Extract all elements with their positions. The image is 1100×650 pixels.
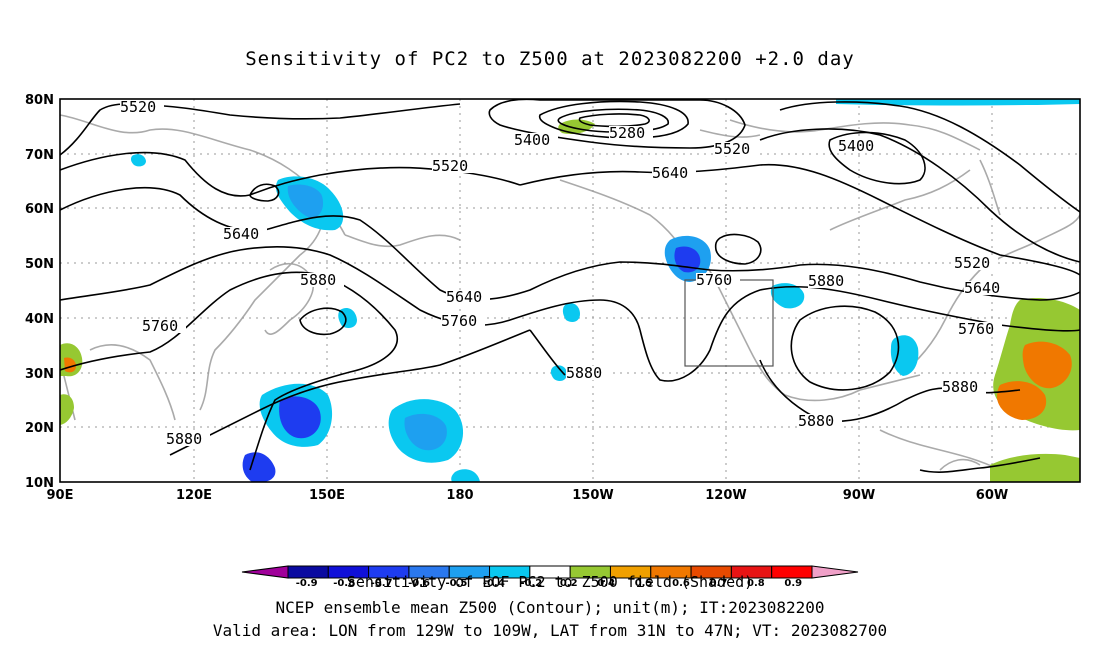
colorbar-tick-label: 0.8 [747,578,765,589]
map-title: Sensitivity of PC2 to Z500 at 2023082200… [245,48,855,70]
colorbar-tick-label: 0.2 [560,578,578,589]
contour-label: 5280 [609,124,645,142]
contour-label: 5760 [696,271,732,289]
colorbar-tick-label: -0.7 [371,578,393,589]
colorbar-tick-label: 0.4 [597,578,615,589]
contour-label: 5640 [223,225,259,243]
contour-label: 5640 [964,279,1000,297]
latitude-labels: 80N 70N 60N 50N 40N 30N 20N 10N [25,93,54,491]
lat-label: 10N [25,476,54,491]
lon-label: 120W [705,488,746,503]
contour-label: 5880 [942,378,978,396]
shading [60,99,1080,483]
lat-label: 50N [25,257,54,272]
contour-label-group: 5520 5400 5280 5520 5400 5520 5640 5640 … [120,98,1008,448]
contour-label: 5520 [120,98,156,116]
contour-note: NCEP ensemble mean Z500 (Contour); unit(… [275,598,825,617]
contour-label: 5520 [954,254,990,272]
lon-label: 180 [446,488,473,503]
colorbar-title: Sensitivity of EOF PC2 to Z500 field (Sh… [346,573,754,591]
colorbar-tick-label: -0.5 [445,578,467,589]
contour-label: 5880 [808,272,844,290]
contour-label: 5520 [714,140,750,158]
contour-label: 5640 [446,288,482,306]
valid-area-note: Valid area: LON from 129W to 109W, LAT f… [212,621,888,640]
colorbar-tick-label: -0.4 [483,578,505,589]
colorbar-tick-label: -0.6 [408,578,430,589]
colorbar-arrow-right [811,565,859,579]
contour-label: 5400 [838,137,874,155]
contour-label: 5880 [798,412,834,430]
colorbar-tick-label: 0.9 [784,578,802,589]
contour-label: 5880 [566,364,602,382]
lon-label: 90E [47,488,74,503]
valid-area-box [684,279,774,367]
colorbar-tick-label: -0.9 [296,578,318,589]
lon-label: 120E [176,488,212,503]
contour-label: 5640 [652,164,688,182]
graticule [60,99,1080,482]
colorbar-tick-label: 0.6 [672,578,690,589]
lat-label: 40N [25,312,54,327]
contour-label: 5760 [142,317,178,335]
contour-label: 5760 [441,312,477,330]
contour-label: 5880 [166,430,202,448]
lat-label: 20N [25,421,54,436]
colorbar-tick-label: 0.5 [635,578,653,589]
lon-label: 150W [572,488,613,503]
lat-label: 70N [25,148,54,163]
contour-label: 5400 [514,131,550,149]
map-frame [59,98,1081,483]
lon-label: 90W [843,488,875,503]
z500-contours [59,98,1081,473]
lat-label: 30N [25,367,54,382]
colorbar: -0.9 -0.8 -0.7 -0.6 -0.5 -0.4 -0.2 0.2 0.4 0.5 0.6… [241,565,859,589]
longitude-labels: 90E 120E 150E 180 150W 120W 90W 60W [47,488,1009,503]
lon-label: 60W [976,488,1008,503]
lat-label: 80N [25,93,54,108]
contour-label: 5760 [958,320,994,338]
colorbar-tick-label: 0.7 [710,578,728,589]
colorbar-tick-label: -0.2 [520,578,542,589]
contour-label: 5880 [300,271,336,289]
lat-label: 60N [25,202,54,217]
colorbar-tick-label: -0.8 [333,578,355,589]
lon-label: 150E [309,488,345,503]
contour-label: 5520 [432,157,468,175]
coastlines [59,114,1081,471]
